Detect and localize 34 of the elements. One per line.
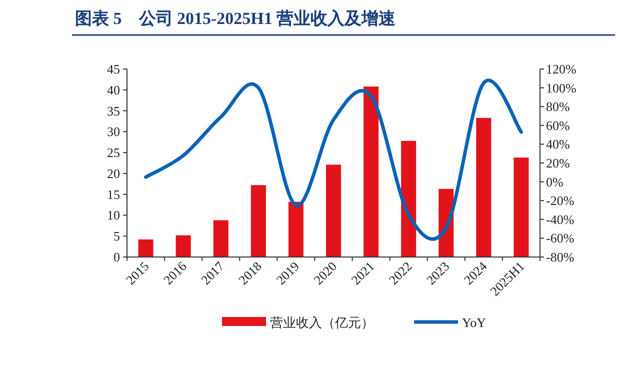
bar <box>326 164 342 257</box>
chart-title: 图表 5 公司 2015-2025H1 营业收入及增速 <box>75 9 396 28</box>
y2-tick-label: -20% <box>546 193 574 208</box>
y2-tick-label: 40% <box>546 136 570 152</box>
bar <box>401 140 416 257</box>
y-tick-label: 0 <box>114 250 120 264</box>
y-tick-label: 10 <box>107 208 120 223</box>
y2-tick-label: 80% <box>546 99 570 114</box>
y2-tick-label: 60% <box>546 118 570 133</box>
legend-label: 营业收入（亿元） <box>270 315 374 330</box>
bar <box>250 185 266 257</box>
bar <box>213 220 228 257</box>
bar <box>288 202 304 257</box>
y2-tick-label: 0% <box>546 174 564 190</box>
y-tick-label: 5 <box>114 228 120 244</box>
bar <box>138 239 154 257</box>
bar <box>514 158 529 257</box>
bar <box>364 86 379 257</box>
bar <box>476 118 492 257</box>
y2-tick-label: -60% <box>546 230 574 246</box>
y2-tick-label: -80% <box>546 250 574 264</box>
y2-tick-label: -40% <box>546 212 574 227</box>
y2-tick-label: 120% <box>546 62 576 76</box>
y-tick-label: 20 <box>107 166 120 181</box>
y2-tick-label: 20% <box>546 156 570 170</box>
y-tick-label: 15 <box>107 186 120 202</box>
y-tick-label: 30 <box>107 124 120 140</box>
y-tick-label: 40 <box>107 82 120 98</box>
bar <box>176 235 191 257</box>
y-tick-label: 35 <box>107 103 120 118</box>
y2-tick-label: 100% <box>546 80 576 96</box>
y-tick-label: 25 <box>107 145 120 160</box>
y-tick-label: 45 <box>107 62 120 76</box>
legend-label: YoY <box>462 315 487 330</box>
